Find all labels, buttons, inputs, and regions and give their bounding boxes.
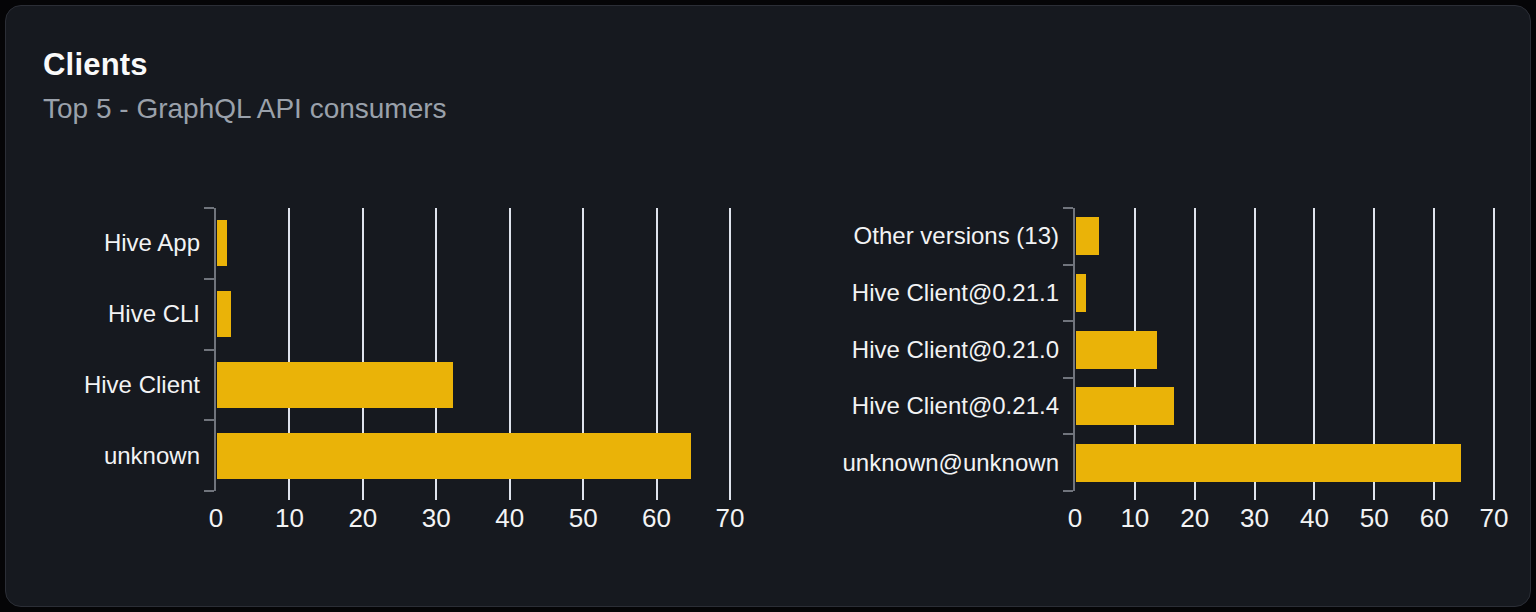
card-header: Clients Top 5 - GraphQL API consumers	[43, 48, 447, 124]
clients-panel: Clients Top 5 - GraphQL API consumers 01…	[0, 0, 1536, 612]
panel-subtitle: Top 5 - GraphQL API consumers	[43, 94, 447, 124]
panel-title: Clients	[43, 48, 447, 82]
